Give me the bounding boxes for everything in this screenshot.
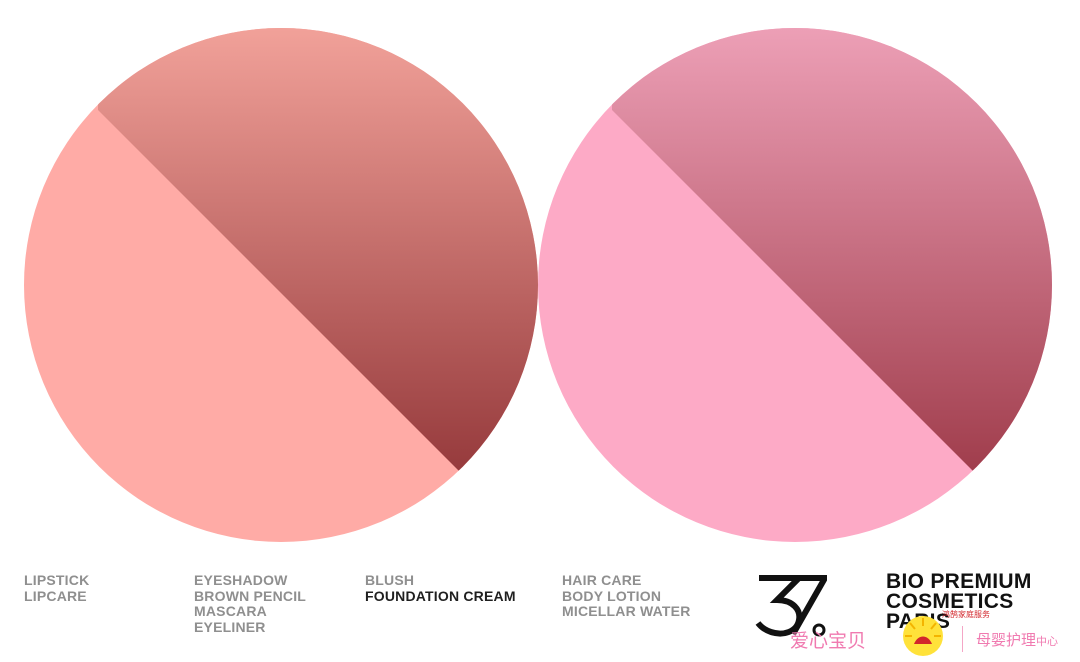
- watermark-divider: [962, 626, 963, 652]
- category-label: MICELLAR WATER: [562, 603, 691, 619]
- category-label-highlighted: FOUNDATION CREAM: [365, 587, 516, 604]
- left-color-circle: [24, 28, 538, 542]
- category-label: EYELINER: [194, 618, 266, 635]
- brand-line: COSMETICS: [886, 590, 1014, 613]
- face-category-labels: BLUSH FOUNDATION CREAM: [365, 572, 516, 604]
- right-color-circle: [538, 28, 1052, 542]
- watermark-right-main: 母婴护理: [976, 631, 1037, 649]
- category-label: BLUSH: [365, 572, 415, 588]
- watermark-right-small: 中心: [1036, 635, 1059, 648]
- category-label: LIPSTICK: [24, 572, 90, 588]
- watermark: 爱心宝贝 鸿鹄家庭服务 母婴护理中心: [790, 610, 1075, 658]
- category-label: LIPCARE: [24, 587, 87, 604]
- category-label: HAIR CARE: [562, 572, 642, 588]
- category-label: BROWN PENCIL: [194, 587, 307, 604]
- watermark-left-text: 爱心宝贝: [790, 630, 867, 652]
- watermark-small-text: 鸿鹄家庭服务: [942, 610, 990, 619]
- watermark-right-text: 母婴护理中心: [976, 629, 1058, 650]
- category-label: BODY LOTION: [562, 587, 662, 604]
- eyes-category-labels: EYESHADOW BROWN PENCIL MASCARA EYELINER: [194, 572, 307, 635]
- brand-line: BIO PREMIUM: [886, 570, 1032, 593]
- lips-category-labels: LIPSTICK LIPCARE: [24, 572, 90, 604]
- right-circle-gradient-half: [612, 28, 1052, 472]
- sunburst-badge-icon: [903, 616, 943, 656]
- left-circle-gradient-half: [98, 28, 538, 472]
- category-label: EYESHADOW: [194, 572, 288, 588]
- 37-degree-logo-icon: [755, 575, 827, 637]
- body-category-labels: HAIR CARE BODY LOTION MICELLAR WATER: [562, 572, 691, 620]
- category-label: MASCARA: [194, 603, 267, 619]
